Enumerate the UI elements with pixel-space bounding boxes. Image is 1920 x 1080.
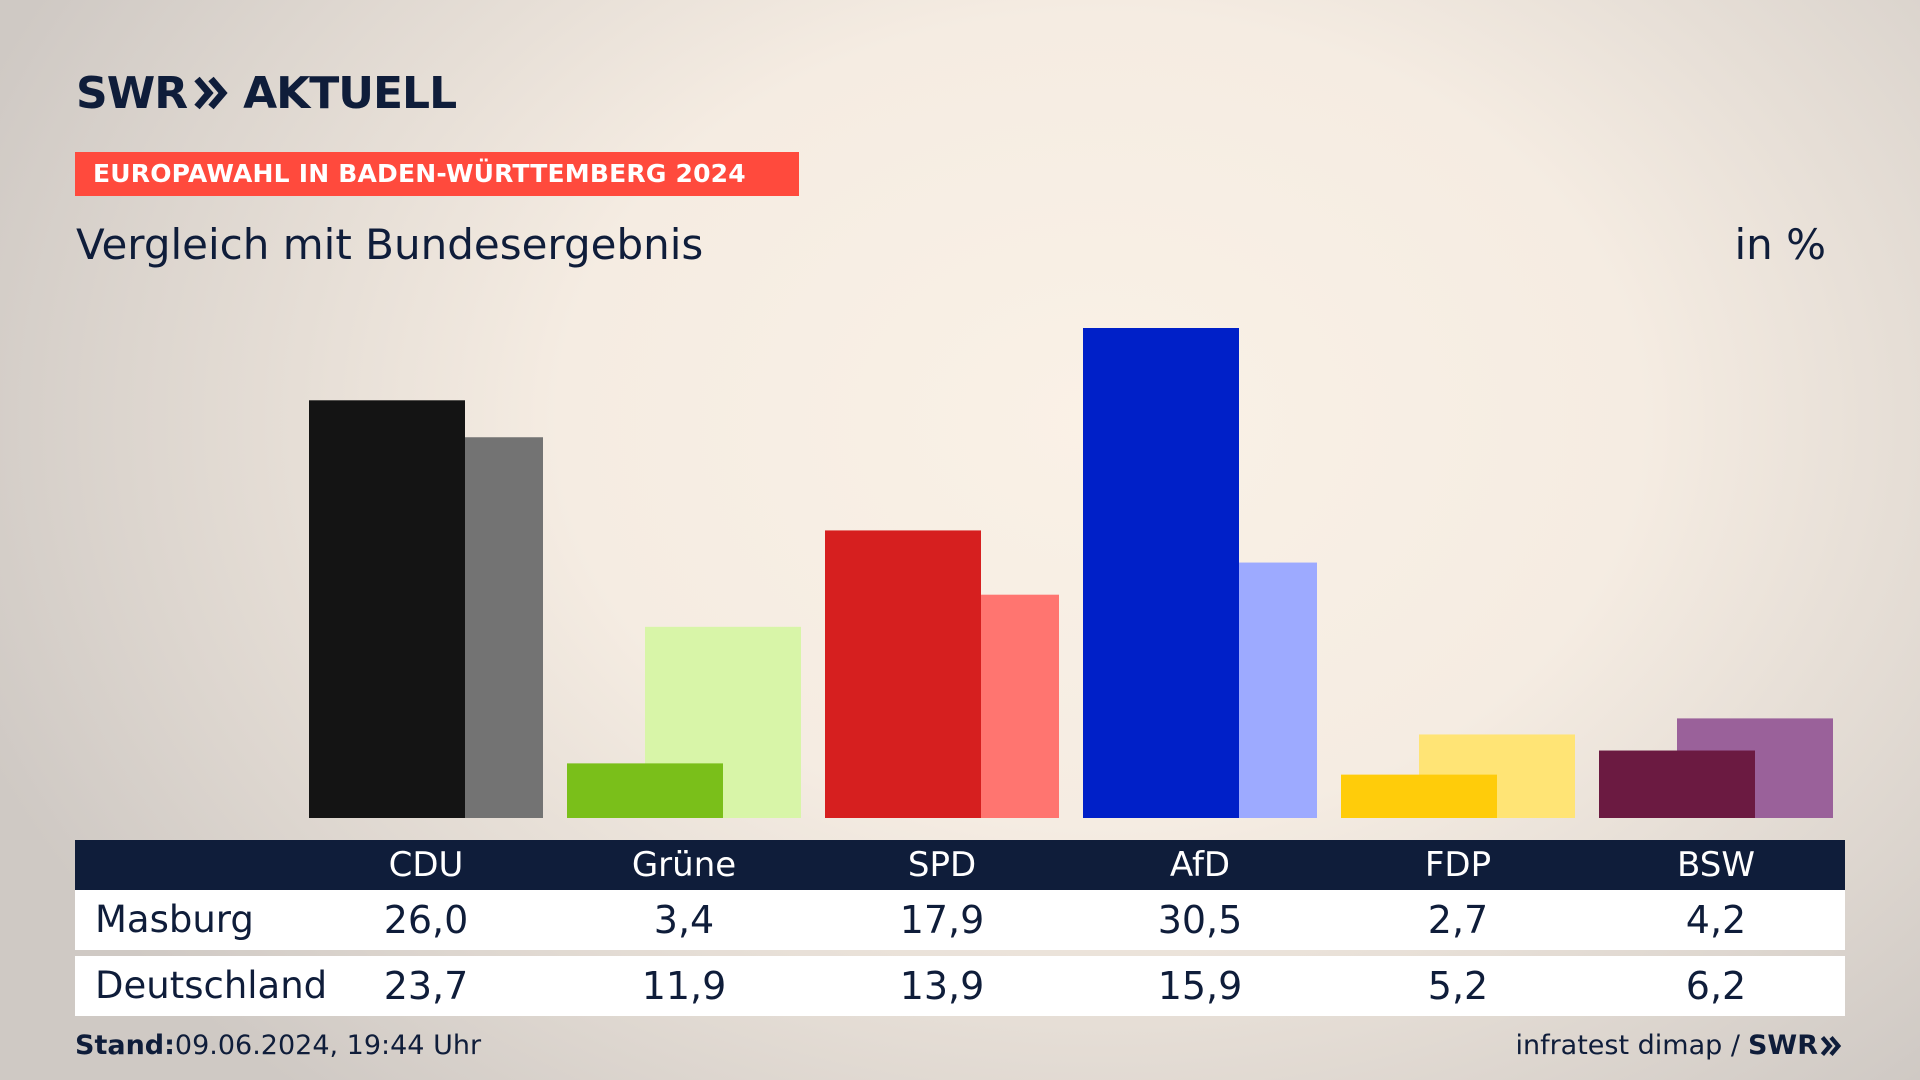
bar-masburg-spd (825, 530, 981, 818)
bar-masburg-afd (1083, 328, 1239, 818)
value-masburg-fdp: 2,7 (1427, 898, 1489, 942)
bar-chart (309, 328, 1833, 818)
value-deutschland-cdu: 23,7 (383, 964, 469, 1008)
value-deutschland-afd: 15,9 (1157, 964, 1243, 1008)
party-label-cdu: CDU (388, 845, 464, 885)
party-label-afd: AfD (1169, 845, 1231, 885)
product-text: AKTUELL (243, 67, 457, 119)
party-label-spd: SPD (907, 845, 977, 885)
bar-masburg-grune (567, 763, 723, 818)
value-deutschland-bsw: 6,2 (1685, 964, 1747, 1008)
value-masburg-afd: 30,5 (1157, 898, 1243, 942)
source-text: infratest dimap / (1515, 1030, 1740, 1061)
value-masburg-bsw: 4,2 (1685, 898, 1747, 942)
stand-value: 09.06.2024, 19:44 Uhr (174, 1030, 482, 1061)
row-label-deutschland: Deutschland (95, 964, 328, 1007)
timestamp: Stand:09.06.2024, 19:44 Uhr (75, 1030, 481, 1061)
source-brand: SWR (1747, 1030, 1818, 1061)
double-chevron-icon (1820, 1035, 1842, 1056)
party-header-row: CDU Grüne SPD AfD FDP BSW (75, 840, 1845, 890)
party-label-fdp: FDP (1424, 845, 1492, 885)
value-deutschland-grune: 11,9 (641, 964, 727, 1008)
stand-label: Stand: (75, 1030, 175, 1061)
bar-masburg-fdp (1341, 774, 1497, 818)
value-deutschland-fdp: 5,2 (1427, 964, 1489, 1008)
value-masburg-spd: 17,9 (899, 898, 985, 942)
election-banner: EUROPAWAHL IN BADEN-WÜRTTEMBERG 2024 (75, 152, 799, 196)
swr-aktuell-logo: SWR AKTUELL (76, 67, 457, 119)
table-row-masburg: Masburg 26,0 3,4 17,9 30,5 2,7 4,2 (75, 890, 1845, 950)
value-masburg-grune: 3,4 (653, 898, 715, 942)
unit-label: in % (1734, 220, 1826, 269)
party-label-bsw: BSW (1677, 845, 1755, 885)
party-label-grune: Grüne (631, 845, 737, 885)
brand-text: SWR (76, 67, 188, 119)
chart-subtitle: Vergleich mit Bundesergebnis (76, 220, 704, 269)
source-credit: infratest dimap / SWR (1515, 1030, 1842, 1061)
value-deutschland-spd: 13,9 (899, 964, 985, 1008)
double-chevron-icon (194, 76, 228, 110)
value-masburg-cdu: 26,0 (383, 898, 469, 942)
row-label-masburg: Masburg (95, 898, 254, 941)
bar-masburg-bsw (1599, 750, 1755, 818)
table-row-deutschland: Deutschland 23,7 11,9 13,9 15,9 5,2 6,2 (75, 956, 1845, 1016)
bar-masburg-cdu (309, 400, 465, 818)
